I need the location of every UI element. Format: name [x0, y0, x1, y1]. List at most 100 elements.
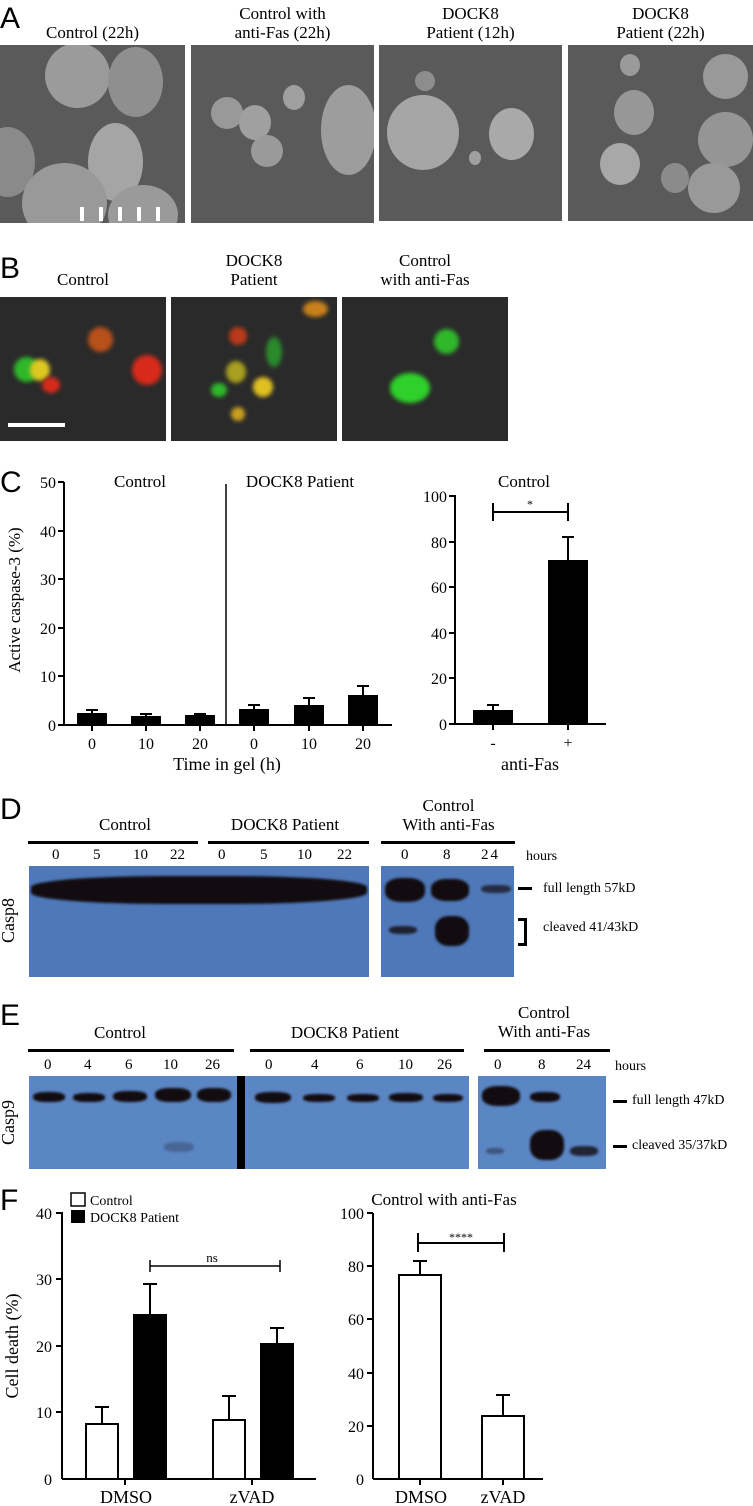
- lane-label: 0: [52, 847, 60, 863]
- svg-text:0: 0: [88, 736, 96, 753]
- svg-text:Control: Control: [114, 472, 166, 491]
- panel-f-label: F: [0, 1184, 19, 1217]
- lane-label: 8: [443, 847, 451, 863]
- legend-swatch-control: [70, 1192, 86, 1207]
- western-blot-casp8-right: [381, 866, 514, 977]
- group-line: [28, 841, 198, 844]
- svg-text:30: 30: [36, 1272, 52, 1289]
- significance-stars: ****: [449, 1230, 473, 1244]
- svg-text:40: 40: [348, 1366, 364, 1383]
- legend-label-control: Control: [90, 1194, 133, 1209]
- svg-text:80: 80: [348, 1259, 364, 1276]
- lane-label: 0: [44, 1057, 52, 1073]
- svg-text:50: 50: [40, 475, 56, 492]
- marker-dash: [613, 1100, 627, 1103]
- panel-d-label: D: [0, 793, 22, 826]
- lane-label: 10: [398, 1057, 413, 1073]
- svg-text:0: 0: [356, 1472, 364, 1489]
- svg-text:20: 20: [192, 736, 208, 753]
- y-axis-label: Active caspase-3 (%): [5, 527, 24, 672]
- y-axis-label: Cell death (%): [2, 1294, 23, 1399]
- blot-ylabel: Casp9: [0, 1100, 18, 1145]
- svg-text:20: 20: [431, 671, 447, 688]
- svg-text:+: +: [563, 735, 572, 752]
- marker-label-cleaved: cleaved 41/43kD: [543, 920, 639, 935]
- blot-ylabel: Casp8: [0, 898, 18, 943]
- lane-label: 8: [538, 1057, 546, 1073]
- marker-label-full-length: full length 57kD: [543, 881, 636, 896]
- lane-label: 26: [205, 1057, 220, 1073]
- svg-text:zVAD: zVAD: [230, 1487, 275, 1506]
- svg-text:DMSO: DMSO: [395, 1487, 447, 1506]
- group-line: [250, 1049, 464, 1052]
- svg-text:60: 60: [348, 1312, 364, 1329]
- svg-text:10: 10: [138, 736, 154, 753]
- lane-label: 10: [163, 1057, 178, 1073]
- panel-a-title-1: Control (22h): [45, 23, 140, 42]
- lane-label: 24: [481, 847, 500, 863]
- sem-image-control-22h: [0, 45, 185, 223]
- panel-b-label: B: [0, 252, 21, 285]
- chart-f-right: Control with anti-Fas 100 80 60 40 20 0 …: [340, 1190, 543, 1506]
- scale-bar: [8, 423, 65, 427]
- lane-label: 5: [93, 847, 101, 863]
- panel-c-label: C: [0, 466, 22, 499]
- svg-text:0: 0: [44, 1472, 52, 1489]
- fluorescence-image-control: [0, 297, 166, 441]
- panel-a-title-4: DOCK8 Patient (22h): [616, 4, 705, 42]
- marker-bracket: [518, 918, 527, 946]
- group-line: [208, 841, 369, 844]
- legend-swatch-patient: [71, 1210, 85, 1223]
- lane-label: 22: [170, 847, 185, 863]
- group-line: [484, 1049, 610, 1052]
- svg-text:-: -: [490, 735, 495, 752]
- hours-label: hours: [615, 1059, 647, 1074]
- lane-label: 4: [311, 1057, 319, 1073]
- lane-label: 0: [218, 847, 226, 863]
- svg-text:40: 40: [36, 1206, 52, 1223]
- svg-text:30: 30: [40, 572, 56, 589]
- svg-text:100: 100: [340, 1206, 364, 1223]
- svg-text:10: 10: [36, 1405, 52, 1422]
- svg-text:0: 0: [48, 718, 56, 735]
- group-label-control: Control: [94, 1023, 146, 1042]
- marker-label-full-length: full length 47kD: [632, 1093, 725, 1108]
- fluorescence-image-anti-fas: [342, 297, 508, 441]
- lane-label: 5: [260, 847, 268, 863]
- sem-image-patient-22h: [568, 45, 753, 221]
- svg-text:20: 20: [36, 1339, 52, 1356]
- legend-label-patient: DOCK8 Patient: [90, 1211, 179, 1226]
- x-axis-label: anti-Fas: [501, 754, 559, 774]
- svg-text:80: 80: [431, 535, 447, 552]
- panel-b-title-2: DOCK8 Patient: [225, 251, 283, 289]
- lane-label: 24: [576, 1057, 591, 1073]
- svg-text:100: 100: [423, 489, 447, 506]
- lane-label: 10: [297, 847, 312, 863]
- western-blot-casp9-left: [29, 1076, 469, 1169]
- group-label-control: Control: [99, 815, 151, 834]
- panel-e-label: E: [0, 999, 21, 1032]
- svg-text:20: 20: [355, 736, 371, 753]
- lane-separator: [237, 1076, 245, 1169]
- western-blot-casp8-left: [29, 866, 369, 977]
- lane-label: 22: [337, 847, 352, 863]
- x-axis-label: Time in gel (h): [173, 754, 281, 775]
- svg-text:20: 20: [40, 621, 56, 638]
- svg-text:10: 10: [301, 736, 317, 753]
- panel-a-label: A: [0, 2, 21, 35]
- group-label-fas: Control With anti-Fas: [497, 1003, 591, 1041]
- group-label-patient: DOCK8 Patient: [230, 815, 340, 834]
- panel-a-title-3: DOCK8 Patient (12h): [426, 4, 515, 42]
- panel-b-title-3: Control with anti-Fas: [380, 251, 470, 289]
- panel-a-title-2: Control with anti-Fas (22h): [234, 4, 331, 42]
- hours-label: hours: [526, 849, 558, 864]
- svg-text:Control with anti-Fas: Control with anti-Fas: [371, 1190, 516, 1209]
- chart-f-left: Cell death (%) 40 30 20 10 0 Control DOC…: [2, 1192, 316, 1506]
- svg-text:zVAD: zVAD: [481, 1487, 526, 1506]
- lane-label: 4: [84, 1057, 92, 1073]
- marker-dash: [613, 1145, 627, 1148]
- svg-text:0: 0: [250, 736, 258, 753]
- panel-b-title-1: Control: [57, 270, 109, 289]
- lane-label: 0: [494, 1057, 502, 1073]
- svg-text:40: 40: [40, 524, 56, 541]
